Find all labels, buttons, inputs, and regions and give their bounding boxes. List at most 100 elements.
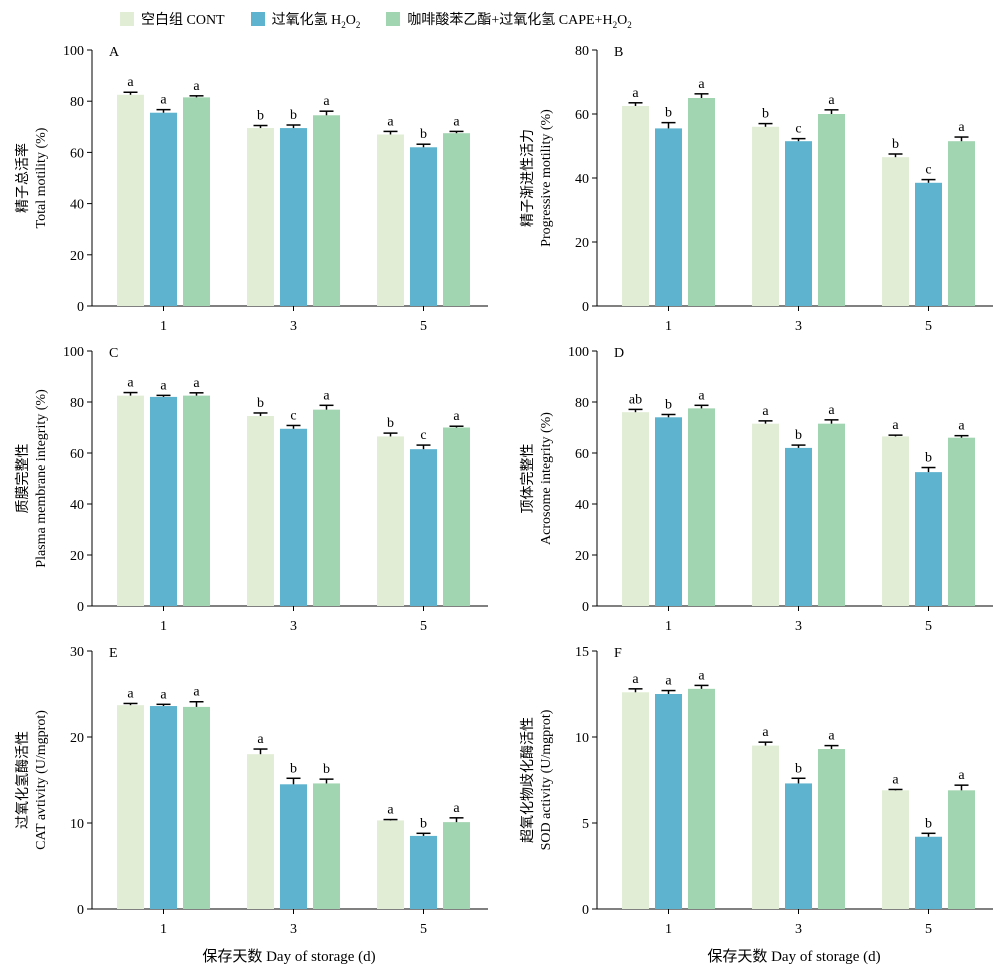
significance-letter: c	[420, 428, 426, 443]
significance-letter: a	[762, 404, 769, 419]
significance-letter: b	[387, 416, 394, 431]
x-tick-label: 1	[665, 619, 672, 634]
legend: 空白组 CONT 过氧化氢 H2O2 咖啡酸苯乙酯+过氧化氢 CAPE+H2O2	[120, 8, 658, 30]
x-tick-label: 5	[420, 619, 427, 634]
y-tick-label: 20	[575, 236, 589, 251]
bar	[247, 416, 274, 606]
significance-letter: c	[925, 163, 931, 178]
significance-letter: a	[762, 725, 769, 740]
significance-letter: a	[958, 120, 965, 135]
chart-panel-d: 0 20 40 60 80 100 D 顶体完整性 Acrosome integrity (%)…	[520, 345, 993, 634]
bar	[655, 417, 682, 606]
y-axis-title-cn: 过氧化氢酶活性	[15, 731, 31, 829]
y-tick-label: 20	[70, 249, 84, 264]
bar	[150, 706, 177, 909]
y-tick-label: 40	[70, 198, 84, 213]
significance-letter: a	[665, 674, 672, 689]
x-tick-label: 3	[290, 619, 297, 634]
bar	[948, 790, 975, 909]
bar	[443, 822, 470, 909]
bar	[915, 472, 942, 606]
significance-letter: a	[892, 418, 899, 433]
bar	[183, 97, 210, 306]
y-tick-label: 0	[582, 903, 589, 918]
y-tick-label: 20	[575, 549, 589, 564]
significance-letter: b	[665, 397, 672, 412]
significance-letter: b	[925, 451, 932, 466]
y-tick-label: 40	[575, 498, 589, 513]
significance-letter: a	[698, 77, 705, 92]
bar	[150, 396, 177, 606]
significance-letter: a	[193, 376, 200, 391]
bar	[377, 436, 404, 606]
bar	[117, 705, 144, 909]
x-tick-label: 5	[925, 619, 932, 634]
significance-letter: a	[323, 388, 330, 403]
significance-letter: a	[323, 94, 330, 109]
significance-letter: b	[420, 816, 427, 831]
y-tick-label: 30	[70, 645, 84, 660]
significance-letter: ab	[629, 392, 642, 407]
chart-panel-e: 0 10 20 30 E 过氧化氢酶活性 CAT avtivity (U/mgprot) 1 a…	[15, 645, 488, 965]
x-tick-label: 5	[420, 922, 427, 937]
bar	[785, 447, 812, 606]
bar	[183, 706, 210, 909]
significance-letter: c	[795, 122, 801, 137]
significance-letter: a	[892, 772, 899, 787]
significance-letter: b	[290, 108, 297, 123]
y-axis-title-cn: 精子渐进性活力	[520, 129, 536, 227]
bar	[280, 428, 307, 606]
x-tick-label: 1	[665, 922, 672, 937]
bar	[183, 395, 210, 606]
panel-label: C	[109, 346, 118, 361]
legend-item-cont: 空白组 CONT	[120, 9, 225, 29]
bar	[752, 423, 779, 606]
bar	[622, 692, 649, 909]
bar	[948, 141, 975, 306]
bar	[882, 790, 909, 909]
bar	[313, 783, 340, 909]
x-tick-label: 1	[160, 319, 167, 334]
bar	[622, 412, 649, 606]
x-tick-label: 5	[925, 319, 932, 334]
y-tick-label: 0	[77, 600, 84, 615]
bar	[622, 106, 649, 306]
bar	[948, 437, 975, 606]
significance-letter: a	[160, 93, 167, 108]
y-tick-label: 0	[77, 300, 84, 315]
x-tick-label: 1	[665, 319, 672, 334]
chart-panel-a: 0 20 40 60 80 100 A 精子总活率 Total motility (%) 1 a a a…	[14, 44, 488, 334]
y-tick-label: 80	[70, 95, 84, 110]
significance-letter: a	[828, 403, 835, 418]
significance-letter: a	[127, 686, 134, 701]
significance-letter: b	[257, 109, 264, 124]
significance-letter: a	[127, 75, 134, 90]
significance-letter: a	[828, 729, 835, 744]
bar	[150, 112, 177, 306]
bar	[785, 141, 812, 306]
y-tick-label: 0	[582, 300, 589, 315]
y-tick-label: 0	[77, 903, 84, 918]
y-tick-label: 100	[63, 44, 84, 59]
panel-label: E	[109, 646, 118, 661]
legend-swatch-h2o2	[250, 11, 265, 26]
y-tick-label: 60	[575, 108, 589, 123]
significance-letter: a	[453, 801, 460, 816]
bar	[117, 395, 144, 606]
significance-letter: b	[762, 107, 769, 122]
bar	[313, 115, 340, 306]
y-tick-label: 10	[575, 731, 589, 746]
bar	[752, 745, 779, 909]
significance-letter: a	[698, 388, 705, 403]
legend-swatch-cont	[120, 12, 134, 26]
significance-letter: b	[892, 137, 899, 152]
y-tick-label: 20	[70, 549, 84, 564]
significance-letter: a	[453, 114, 460, 129]
legend-item-cape: 咖啡酸苯乙酯+过氧化氢 CAPE+H2O2	[386, 9, 632, 29]
panel-label: A	[109, 45, 120, 60]
significance-letter: a	[193, 685, 200, 700]
y-tick-label: 80	[70, 396, 84, 411]
legend-label-h2o2: 过氧化氢 H2O2	[271, 12, 361, 30]
x-tick-label: 5	[420, 319, 427, 334]
